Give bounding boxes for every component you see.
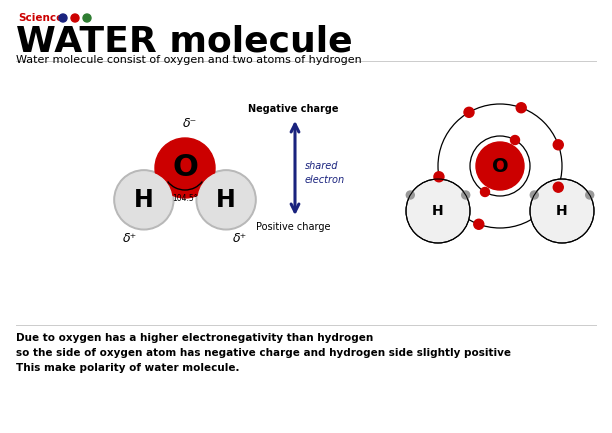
Circle shape: [586, 191, 594, 199]
Text: H: H: [216, 188, 236, 212]
Circle shape: [155, 138, 215, 198]
Circle shape: [83, 14, 91, 22]
Circle shape: [198, 172, 254, 228]
Circle shape: [476, 142, 524, 190]
Text: This make polarity of water molecule.: This make polarity of water molecule.: [16, 363, 239, 373]
Text: Negative charge: Negative charge: [248, 104, 338, 114]
Circle shape: [116, 172, 172, 228]
Circle shape: [434, 172, 444, 182]
Circle shape: [59, 14, 67, 22]
Circle shape: [530, 191, 539, 199]
Text: WATER molecule: WATER molecule: [16, 25, 353, 59]
Circle shape: [464, 107, 474, 117]
Text: δ⁺: δ⁺: [233, 232, 247, 245]
Circle shape: [516, 103, 526, 113]
Circle shape: [510, 136, 520, 145]
Text: 104.5°: 104.5°: [172, 194, 198, 203]
Text: H: H: [556, 204, 568, 218]
Circle shape: [461, 191, 470, 199]
Circle shape: [530, 179, 594, 243]
Circle shape: [114, 170, 174, 230]
Text: Due to oxygen has a higher electronegativity than hydrogen: Due to oxygen has a higher electronegati…: [16, 333, 373, 343]
Text: H: H: [432, 204, 444, 218]
Circle shape: [553, 182, 563, 192]
Circle shape: [553, 140, 563, 150]
Text: Water molecule consist of oxygen and two atoms of hydrogen: Water molecule consist of oxygen and two…: [16, 55, 362, 65]
Circle shape: [71, 14, 79, 22]
Text: δ⁺: δ⁺: [123, 232, 137, 245]
Circle shape: [474, 219, 484, 229]
Text: Science: Science: [18, 13, 63, 23]
Text: H: H: [134, 188, 154, 212]
Text: δ⁻: δ⁻: [183, 117, 197, 130]
Circle shape: [406, 179, 470, 243]
Text: O: O: [172, 154, 198, 182]
Circle shape: [196, 170, 256, 230]
Text: O: O: [491, 156, 509, 175]
Text: Positive charge: Positive charge: [256, 222, 330, 232]
Text: shared
electron: shared electron: [305, 162, 345, 184]
Text: so the side of oxygen atom has negative charge and hydrogen side slightly positi: so the side of oxygen atom has negative …: [16, 348, 511, 358]
Circle shape: [406, 191, 414, 199]
Circle shape: [480, 187, 490, 197]
